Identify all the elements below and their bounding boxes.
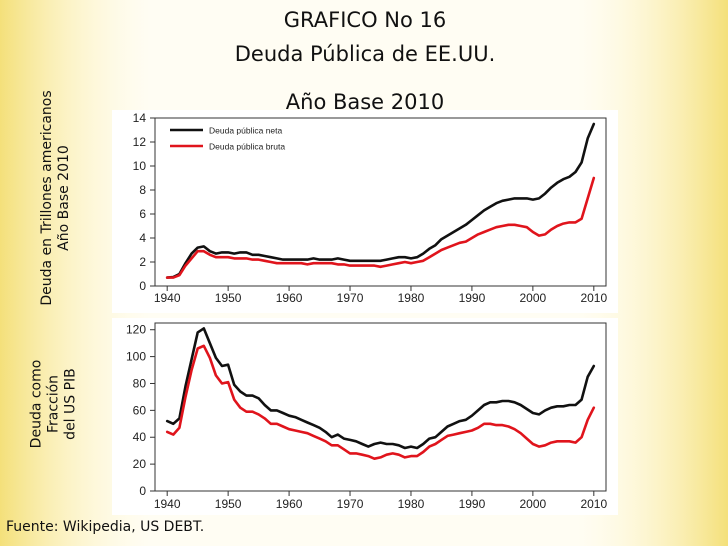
source-note: Fuente: Wikipedia, US DEBT. xyxy=(6,519,205,535)
y-tick-label-bottom: 0 xyxy=(139,484,146,498)
y-tick-label-bottom: 120 xyxy=(126,323,146,337)
series-line-top-neta xyxy=(165,122,596,279)
x-tick-label-top: 2000 xyxy=(520,291,547,305)
y-tick-label-top: 2 xyxy=(139,255,146,269)
legend-label-neta: Deuda pública neta xyxy=(209,126,283,136)
x-tick-label-top: 1960 xyxy=(276,291,303,305)
x-tick-label-top: 1990 xyxy=(459,291,486,305)
y-axis-label-top-line-2: Año Base 2010 xyxy=(56,145,72,251)
chart-deuda-trillones: 0 2 4 6 8 10 12 14 1940 1950 1960 1970 1980 1990 2000 2… xyxy=(112,110,618,313)
y-axis-label-bottom-line-2: Fracción xyxy=(45,374,62,434)
y-tick-label-top: 10 xyxy=(133,159,147,173)
x-tick-label-bottom: 1960 xyxy=(276,497,303,511)
plot-frame-top xyxy=(154,117,607,287)
chart-bottom-background xyxy=(112,318,618,515)
y-tick-label-bottom: 20 xyxy=(133,457,147,471)
x-tick-label-top: 1940 xyxy=(154,291,181,305)
y-tick-label-top: 12 xyxy=(133,135,147,149)
x-tick-label-top: 1950 xyxy=(215,291,242,305)
x-tick-label-bottom: 1980 xyxy=(398,497,425,511)
y-tick-label-top: 6 xyxy=(139,207,146,221)
y-axis-label-top: Deuda en Trillones americanos Año Base 2… xyxy=(39,90,73,305)
y-tick-label-bottom: 100 xyxy=(126,350,146,364)
slide-title-line-1: GRAFICO No 16 xyxy=(283,8,447,32)
series-line-bottom-neta xyxy=(165,327,596,450)
y-tick-label-top: 14 xyxy=(133,111,147,125)
x-tick-label-top: 1980 xyxy=(398,291,425,305)
chart-top-background xyxy=(112,110,618,313)
slide-title-line-2: Deuda Pública de EE.UU. xyxy=(234,42,496,66)
y-axis-label-bottom: Deuda como Fracción del US PIB xyxy=(29,360,80,449)
x-tick-label-bottom: 1940 xyxy=(154,497,181,511)
slide-title-line-3: Año Base 2010 xyxy=(285,90,445,114)
x-tick-label-bottom: 2000 xyxy=(520,497,547,511)
legend-label-bruta: Deuda pública bruta xyxy=(209,142,285,152)
y-tick-label-top: 0 xyxy=(139,279,146,293)
y-tick-label-top: 8 xyxy=(139,183,146,197)
plot-frame-bottom xyxy=(154,322,607,492)
y-tick-label-bottom: 80 xyxy=(133,376,147,390)
x-tick-label-bottom: 1950 xyxy=(215,497,242,511)
y-tick-label-bottom: 40 xyxy=(133,430,147,444)
chart-deuda-pib: 0 20 40 60 80 100 120 1940 1950 1960 1970 1980 1990 2… xyxy=(112,318,618,515)
series-line-top-bruta xyxy=(165,176,596,279)
x-tick-label-bottom: 1990 xyxy=(459,497,486,511)
y-tick-label-bottom: 60 xyxy=(133,403,147,417)
x-tick-label-top: 1970 xyxy=(337,291,364,305)
y-axis-label-top-line-1: Deuda en Trillones americanos xyxy=(39,90,55,306)
x-tick-label-bottom: 1970 xyxy=(337,497,364,511)
x-tick-label-top: 2010 xyxy=(580,291,607,305)
series-line-bottom-bruta xyxy=(165,344,596,460)
y-axis-label-bottom-line-3: del US PIB xyxy=(62,368,79,440)
x-tick-label-bottom: 2010 xyxy=(580,497,607,511)
y-tick-label-top: 4 xyxy=(139,231,146,245)
y-axis-label-bottom-line-1: Deuda como xyxy=(28,359,45,449)
